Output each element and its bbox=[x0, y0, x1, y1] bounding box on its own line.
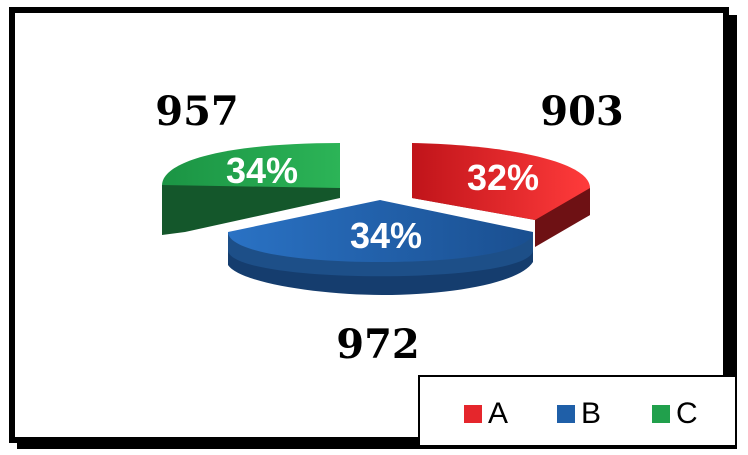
legend-item-a: A bbox=[464, 399, 508, 429]
legend-item-c: C bbox=[652, 399, 698, 429]
percent-label-b: 34% bbox=[350, 215, 422, 256]
frame-shadow bbox=[17, 443, 737, 449]
pie-slice-c bbox=[162, 143, 340, 235]
value-label-b: 972 bbox=[336, 321, 420, 368]
percent-label-c: 34% bbox=[226, 150, 298, 191]
value-label-a: 903 bbox=[540, 88, 624, 135]
legend-label-c: C bbox=[676, 397, 698, 430]
legend-swatch-b bbox=[557, 405, 575, 423]
pie-slice-a bbox=[412, 143, 590, 247]
legend-swatch-a bbox=[464, 405, 482, 423]
value-label-c: 957 bbox=[155, 88, 239, 135]
frame-shadow bbox=[729, 15, 737, 449]
legend-label-b: B bbox=[581, 397, 602, 430]
pie-slice-b bbox=[228, 200, 533, 295]
legend: A B C bbox=[418, 375, 735, 445]
legend-item-b: B bbox=[557, 399, 601, 429]
legend-swatch-c bbox=[652, 405, 670, 423]
legend-label-a: A bbox=[488, 397, 509, 430]
percent-label-a: 32% bbox=[467, 157, 539, 198]
